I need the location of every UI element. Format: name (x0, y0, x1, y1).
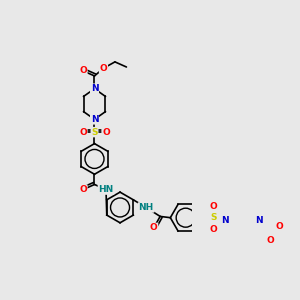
Text: N: N (221, 216, 229, 225)
Text: O: O (275, 222, 283, 231)
Text: HN: HN (98, 185, 114, 194)
Text: O: O (79, 128, 87, 136)
Text: N: N (91, 84, 98, 93)
Text: O: O (150, 224, 158, 232)
Text: S: S (211, 213, 217, 222)
Text: O: O (210, 202, 218, 211)
Text: O: O (266, 236, 274, 245)
Text: O: O (100, 64, 107, 73)
Text: N: N (91, 115, 98, 124)
Text: S: S (91, 128, 98, 136)
Text: NH: NH (139, 203, 154, 212)
Text: O: O (79, 185, 87, 194)
Text: O: O (210, 225, 218, 234)
Text: N: N (255, 216, 262, 225)
Text: O: O (79, 66, 87, 75)
Text: O: O (102, 128, 110, 136)
